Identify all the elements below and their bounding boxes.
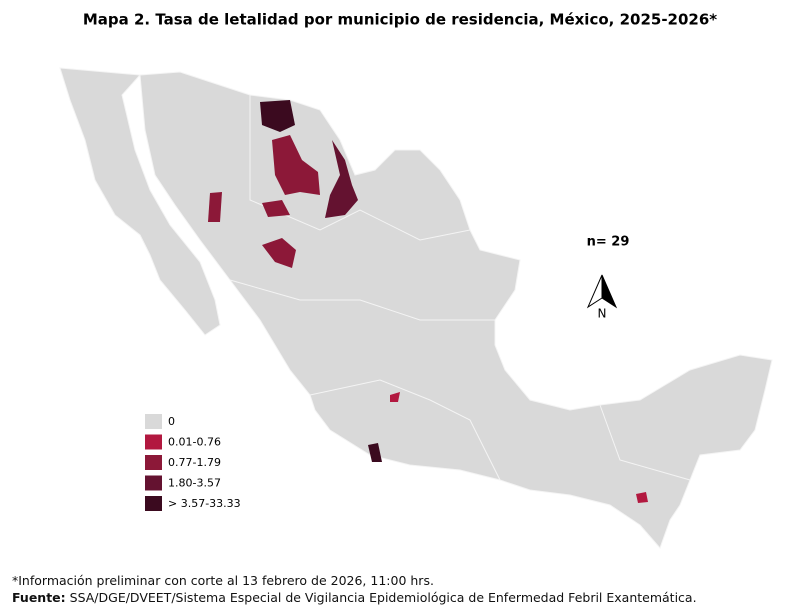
title: Mapa 2. Tasa de letalidad por municipio … [83, 11, 717, 29]
source: Fuente: SSA/DGE/DVEET/Sistema Especial d… [12, 590, 697, 605]
region [390, 392, 400, 402]
footnote: *Información preliminar con corte al 13 … [12, 573, 434, 588]
north-arrow [586, 274, 618, 309]
region [262, 200, 290, 217]
region [368, 443, 382, 462]
legend-label: > 3.57-33.33 [168, 497, 241, 510]
source-text: SSA/DGE/DVEET/Sistema Especial de Vigila… [69, 590, 697, 605]
region [325, 140, 358, 218]
legend-label: 0 [168, 415, 175, 428]
legend-label: 1.80-3.57 [168, 477, 221, 490]
north-label: N [598, 307, 607, 321]
country [59, 67, 773, 549]
legend: 0 0.01-0.76 0.77-1.79 1.80-3.57 > 3.57-33.33 [145, 414, 241, 511]
baja-california [59, 67, 221, 336]
region [262, 238, 296, 268]
source-label: Fuente: [12, 590, 66, 605]
highlighted-municipalities [208, 100, 648, 503]
legend-swatch [145, 434, 162, 450]
legend-label: 0.77-1.79 [168, 456, 221, 469]
legend-swatch [145, 455, 162, 470]
n-label: n= 29 [587, 235, 630, 250]
region [208, 192, 222, 222]
legend-label: 0.01-0.76 [168, 436, 221, 449]
region [272, 135, 320, 195]
legend-swatch [145, 475, 162, 491]
region [260, 100, 295, 132]
legend-swatch [145, 414, 162, 429]
legend-swatch [145, 496, 162, 511]
region [636, 492, 648, 503]
